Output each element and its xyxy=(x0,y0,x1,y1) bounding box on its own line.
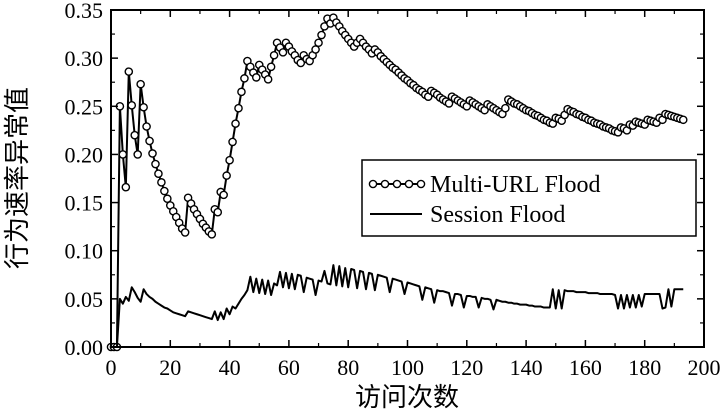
x-tick-label: 200 xyxy=(688,355,721,380)
data-point-multi-url-flood-7 xyxy=(127,101,137,110)
data-point-multi-url-flood-19 xyxy=(163,194,172,204)
series-line-session-flood xyxy=(111,264,684,348)
data-point-multi-url-flood-36 xyxy=(213,207,223,217)
legend-marker-multi-url-flood xyxy=(404,179,414,189)
data-point-multi-url-flood-12 xyxy=(142,122,151,131)
legend-marker-multi-url-flood xyxy=(380,179,390,189)
x-tick-label: 140 xyxy=(510,355,543,380)
data-point-multi-url-flood-193 xyxy=(678,115,688,125)
legend-label-session-flood: Session Flood xyxy=(430,202,565,228)
data-point-multi-url-flood-25 xyxy=(180,228,190,237)
legend-label-multi-url-flood: Multi-URL Flood xyxy=(430,172,600,198)
data-point-multi-url-flood-39 xyxy=(222,171,231,180)
data-point-multi-url-flood-8 xyxy=(130,130,140,140)
data-point-multi-url-flood-4 xyxy=(118,150,128,159)
data-point-multi-url-flood-55 xyxy=(269,50,279,60)
y-tick-label: 0.10 xyxy=(65,239,104,264)
data-point-multi-url-flood-18 xyxy=(160,186,169,196)
data-point-multi-url-flood-9 xyxy=(133,150,142,159)
data-point-multi-url-flood-17 xyxy=(157,178,166,187)
x-tick-label: 160 xyxy=(569,355,602,380)
data-point-multi-url-flood-41 xyxy=(228,137,237,147)
data-point-multi-url-flood-13 xyxy=(145,136,154,146)
data-point-multi-url-flood-45 xyxy=(240,74,249,83)
plot-area xyxy=(106,13,688,352)
x-tick-label: 100 xyxy=(391,355,424,380)
x-tick-label: 60 xyxy=(278,355,300,380)
axis-ticks: 0 20 40 60 80 100 120 140 160 180 200 0.00 0.05 0.10 0… xyxy=(65,0,721,380)
data-point-multi-url-flood-54 xyxy=(266,62,276,72)
x-tick-label: 0 xyxy=(106,355,117,380)
data-point-multi-url-flood-64 xyxy=(296,58,306,68)
data-point-multi-url-flood-71 xyxy=(317,30,326,40)
data-point-multi-url-flood-133 xyxy=(501,103,510,113)
data-point-multi-url-flood-44 xyxy=(237,87,246,97)
legend-marker-multi-url-flood xyxy=(416,179,426,189)
legend-marker-multi-url-flood xyxy=(368,179,378,189)
data-point-multi-url-flood-70 xyxy=(314,38,323,48)
data-point-multi-url-flood-5 xyxy=(121,182,131,192)
legend: Multi-URL Flood Session Flood xyxy=(361,159,697,237)
x-tick-label: 80 xyxy=(337,355,359,380)
data-point-multi-url-flood-10 xyxy=(136,79,145,89)
x-tick-label: 180 xyxy=(628,355,661,380)
data-point-multi-url-flood-58 xyxy=(278,48,288,57)
y-tick-label: 0.05 xyxy=(65,287,104,312)
data-point-multi-url-flood-114 xyxy=(444,99,454,108)
y-tick-label: 0.15 xyxy=(65,191,104,216)
legend-marker-multi-url-flood xyxy=(392,179,402,189)
data-point-multi-url-flood-15 xyxy=(151,159,160,169)
y-tick-label: 0.30 xyxy=(65,46,104,71)
data-point-multi-url-flood-40 xyxy=(225,155,234,165)
legend-box xyxy=(361,159,697,237)
x-tick-label: 40 xyxy=(219,355,241,380)
data-point-multi-url-flood-34 xyxy=(207,230,217,239)
y-tick-label: 0.25 xyxy=(65,94,104,119)
data-point-multi-url-flood-6 xyxy=(124,67,134,76)
y-tick-label: 0.20 xyxy=(65,142,104,167)
y-tick-label: 0.00 xyxy=(65,335,104,360)
x-axis-label: 访问次数 xyxy=(355,383,459,413)
data-point-multi-url-flood-53 xyxy=(263,75,273,84)
data-point-multi-url-flood-16 xyxy=(154,169,163,178)
data-point-multi-url-flood-14 xyxy=(148,149,157,158)
y-axis-label: 行为速率异常值 xyxy=(3,87,33,269)
x-tick-label: 20 xyxy=(159,355,181,380)
data-point-multi-url-flood-38 xyxy=(219,190,228,200)
data-point-multi-url-flood-49 xyxy=(251,73,261,82)
data-point-multi-url-flood-43 xyxy=(234,103,243,113)
data-point-multi-url-flood-69 xyxy=(311,45,320,54)
y-tick-label: 0.35 xyxy=(65,0,104,23)
data-point-multi-url-flood-42 xyxy=(231,119,240,128)
data-point-multi-url-flood-11 xyxy=(139,102,148,112)
x-tick-label: 120 xyxy=(450,355,483,380)
